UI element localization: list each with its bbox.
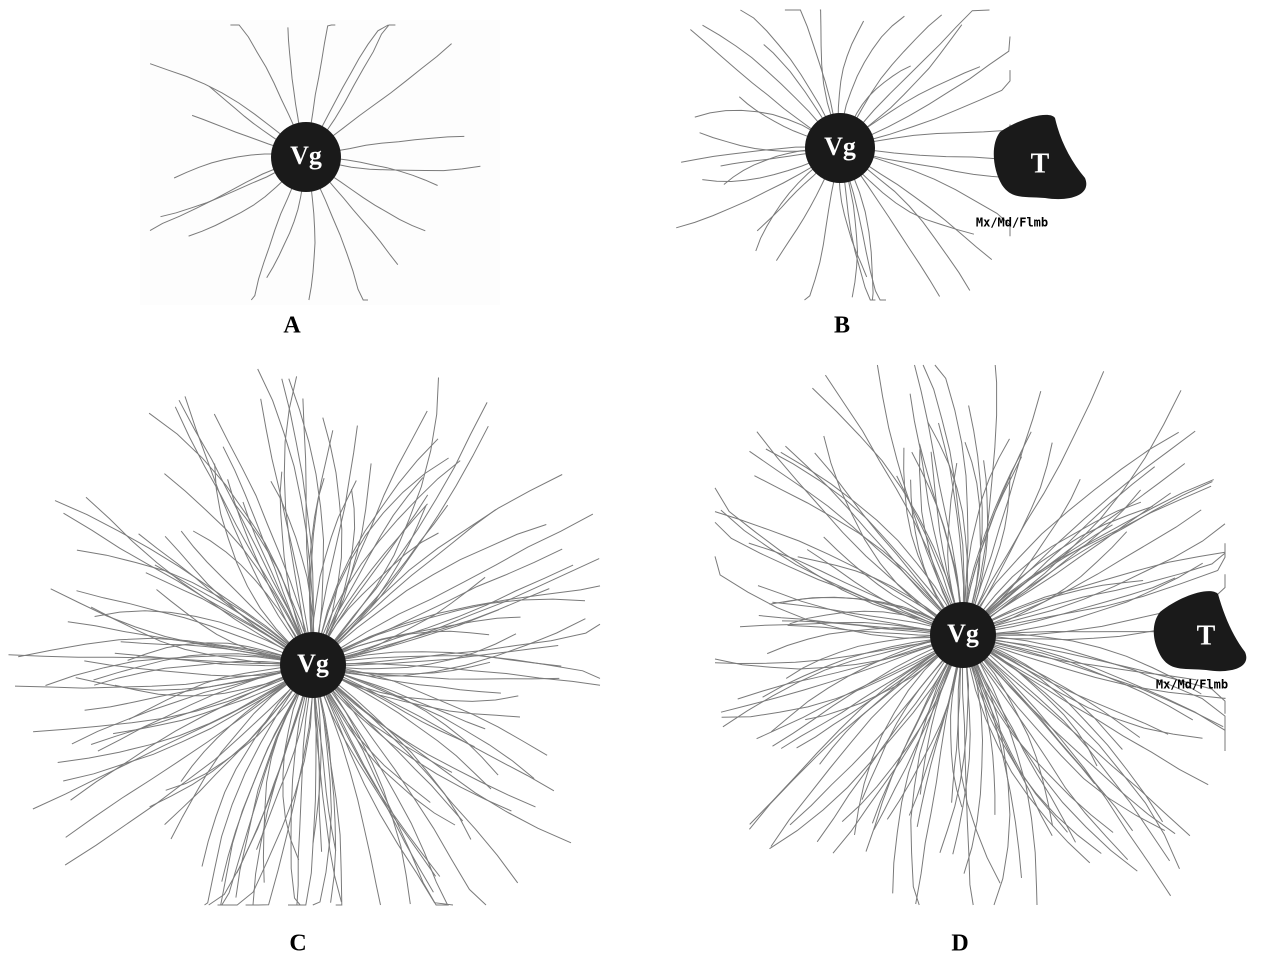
neurite	[337, 549, 563, 653]
neurite	[336, 586, 600, 653]
neurite	[858, 170, 974, 235]
neurite	[940, 661, 969, 853]
neurite	[715, 488, 938, 627]
panel-label: B	[834, 313, 850, 339]
neurite	[972, 660, 1113, 833]
neurite	[862, 25, 962, 131]
ganglion-label: Vg	[290, 141, 322, 170]
figure: Vg A Vg T Mx/Md/Flmb B Vg C Vg T Mx/Md/F…	[0, 0, 1267, 960]
neurite	[739, 97, 813, 139]
neurite	[681, 147, 812, 162]
target-name: Mx/Md/Flmb	[1156, 678, 1228, 692]
neurite	[721, 153, 813, 166]
neurite	[676, 164, 817, 228]
neurite	[18, 638, 288, 657]
neurite	[695, 110, 816, 133]
neurite	[33, 679, 291, 809]
neurite	[325, 504, 428, 642]
target-label: T	[1031, 148, 1050, 179]
neurite	[893, 658, 950, 894]
neurite	[824, 436, 941, 621]
neurite	[972, 365, 997, 610]
ganglion-label: Vg	[297, 649, 329, 678]
neurite	[333, 683, 518, 883]
neurite	[805, 176, 836, 301]
neurite	[798, 557, 942, 619]
neurite	[868, 150, 1010, 166]
neurite	[915, 365, 962, 609]
neurite	[331, 475, 563, 646]
neurite	[911, 659, 952, 905]
neurite	[868, 125, 1011, 143]
neurite	[171, 681, 292, 839]
neurite	[740, 10, 828, 123]
neurite	[866, 659, 951, 852]
neurite	[770, 658, 951, 848]
neurite	[332, 683, 571, 843]
neurite	[66, 680, 292, 837]
neurite	[757, 169, 821, 231]
neurite	[852, 66, 911, 123]
neurite	[975, 476, 1011, 611]
neurite	[864, 163, 992, 260]
neurite	[848, 175, 886, 300]
ganglion-label: Vg	[824, 132, 856, 161]
neurite	[715, 512, 942, 619]
neurite	[332, 684, 463, 821]
neurite	[757, 432, 941, 620]
neurite	[843, 16, 905, 120]
neurite	[866, 37, 1010, 138]
neurite	[33, 677, 289, 732]
neurite	[867, 70, 1010, 141]
neurite	[336, 599, 585, 652]
ganglion-label: Vg	[947, 619, 979, 648]
neurite	[325, 533, 439, 642]
neurite	[58, 679, 291, 763]
neurite	[175, 407, 302, 641]
neurite	[785, 10, 835, 121]
neurite	[859, 10, 990, 128]
neurite	[983, 479, 1081, 617]
panel-label: C	[289, 931, 306, 957]
neurite	[702, 161, 815, 182]
panel-label: D	[951, 931, 968, 957]
neurite	[320, 458, 449, 640]
neurite	[847, 175, 857, 297]
target-name: Mx/Md/Flmb	[976, 216, 1048, 230]
target-label: T	[1197, 620, 1216, 651]
neurite	[756, 165, 818, 251]
neurite	[700, 133, 813, 152]
neurite	[972, 660, 995, 815]
neurite	[222, 688, 301, 905]
panel-label: A	[283, 313, 301, 339]
neurite	[331, 684, 486, 905]
neurite	[98, 670, 287, 751]
neurite	[219, 688, 300, 905]
